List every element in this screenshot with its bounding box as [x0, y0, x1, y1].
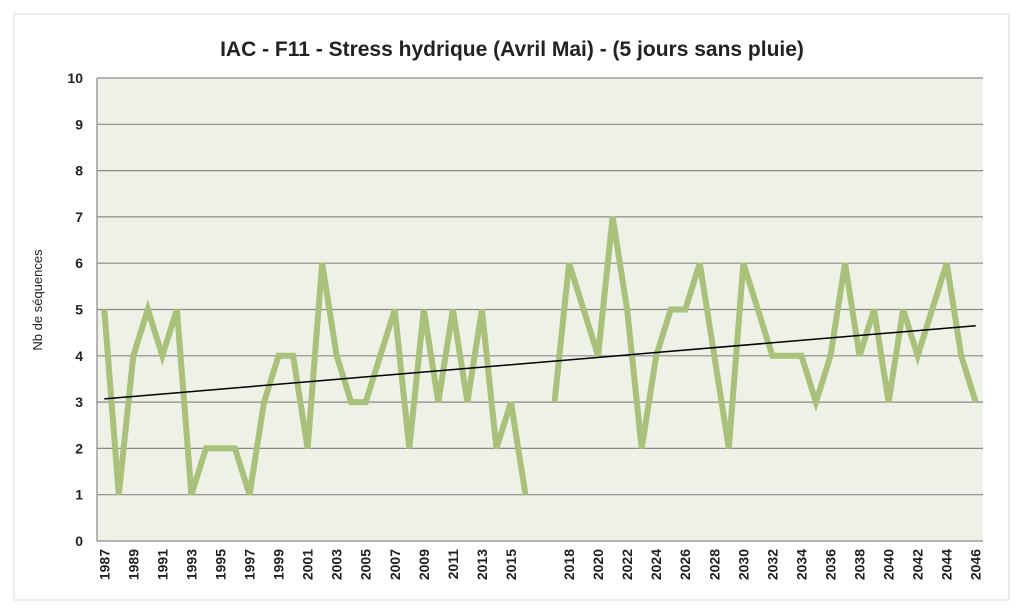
x-tick-label: 1991	[154, 549, 170, 580]
x-tick-label: 2042	[910, 549, 926, 580]
line-series	[101, 262, 529, 496]
x-tick-label: 2044	[939, 549, 955, 580]
x-tick-label: 1999	[271, 549, 287, 580]
y-tick-label: 6	[75, 255, 83, 271]
x-tick-label: 2040	[881, 549, 897, 580]
y-tick-label: 2	[75, 440, 83, 456]
x-tick-label: 2046	[968, 549, 984, 580]
y-tick-label: 3	[75, 394, 83, 410]
x-tick-label: 2036	[822, 549, 838, 580]
x-tick-label: 1987	[96, 549, 112, 580]
y-tick-label: 4	[75, 348, 83, 364]
y-tick-label: 9	[75, 116, 83, 132]
x-tick-label: 2011	[445, 549, 461, 580]
y-tick-label: 7	[75, 209, 83, 225]
y-tick-label: 8	[75, 163, 83, 179]
x-tick-label: 2028	[706, 549, 722, 580]
x-tick-label: 2007	[387, 549, 403, 580]
y-tick-label: 0	[75, 533, 83, 549]
x-tick-label: 2024	[648, 549, 664, 580]
x-tick-label: 1989	[125, 549, 141, 580]
trendline	[104, 324, 976, 400]
x-tick-label: 1993	[183, 549, 199, 580]
y-tick-label: 5	[75, 302, 83, 318]
y-tick-label: 1	[75, 487, 83, 503]
x-tick-label: 2038	[852, 549, 868, 580]
y-tick-label: 10	[67, 70, 83, 86]
x-tick-label: 2020	[590, 549, 606, 580]
x-tick-label: 2001	[300, 549, 316, 580]
x-tick-label: 2030	[735, 549, 751, 580]
x-tick-label: 2022	[619, 549, 635, 580]
x-tick-label: 1997	[242, 549, 258, 580]
line-series	[551, 216, 979, 449]
y-axis-label: Nb de séquences	[30, 249, 45, 351]
x-tick-label: 2018	[561, 549, 577, 580]
x-tick-label: 2034	[793, 549, 809, 580]
x-tick-label: 2032	[764, 549, 780, 580]
x-tick-label: 2003	[329, 549, 345, 580]
x-tick-label: 2013	[474, 549, 490, 580]
chart-title: IAC - F11 - Stress hydrique (Avril Mai) …	[220, 38, 804, 61]
x-tick-label: 2009	[416, 549, 432, 580]
x-tick-label: 2015	[503, 549, 519, 580]
x-tick-label: 2005	[358, 549, 374, 580]
x-tick-label: 1995	[212, 549, 228, 580]
x-tick-label: 2026	[677, 549, 693, 580]
